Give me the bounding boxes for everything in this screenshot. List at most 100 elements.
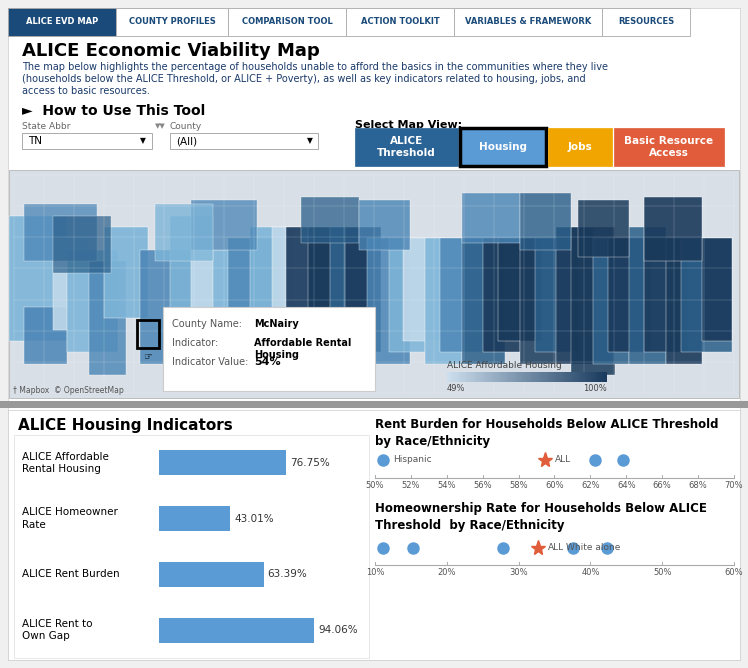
Text: ALICE Homeowner
Rate: ALICE Homeowner Rate [22,508,118,530]
Bar [0,401,748,408]
Bar [471,372,474,382]
Text: The map below highlights the percentage of households unable to afford the basic: The map below highlights the percentage … [22,62,608,72]
Bar [604,372,607,382]
Bar [466,372,469,382]
Text: ▼▼: ▼▼ [155,123,166,129]
Text: White alone: White alone [566,544,620,552]
Bar [543,372,546,382]
Bar [591,372,594,382]
Bar [594,372,597,382]
Bar [490,372,493,382]
Text: 76.75%: 76.75% [289,458,329,468]
Bar [454,8,602,36]
Bar [447,372,450,382]
Bar [570,372,573,382]
Text: County: County [170,122,202,131]
Text: † Mapbox  © OpenStreetMap: † Mapbox © OpenStreetMap [13,386,123,395]
Text: ☞: ☞ [144,352,152,362]
Text: Rent Burden for Households Below ALICE Threshold
by Race/Ethnicity: Rent Burden for Households Below ALICE T… [375,418,719,448]
Bar [580,372,583,382]
Text: 62%: 62% [581,481,600,490]
Text: 68%: 68% [689,481,708,490]
Text: 66%: 66% [653,481,672,490]
Text: RESOURCES: RESOURCES [618,17,674,27]
Bar [440,238,483,353]
Bar [535,238,578,353]
Text: 52%: 52% [402,481,420,490]
Bar [453,372,456,382]
Bar [213,250,257,375]
Bar [425,238,462,364]
Bar [359,200,411,250]
Bar [137,320,159,348]
Bar [602,8,690,36]
Bar [599,372,602,382]
Text: 54%: 54% [438,481,456,490]
Text: ▼: ▼ [140,136,146,146]
Bar [159,562,263,587]
Bar [681,238,732,353]
Bar [462,193,520,243]
Bar [9,170,739,398]
Text: 43.01%: 43.01% [234,514,274,524]
Text: Indicator:: Indicator: [172,338,218,348]
Bar [516,372,520,382]
Bar [702,238,732,341]
Bar [104,227,147,318]
Text: County Name:: County Name: [172,319,242,329]
Text: 58%: 58% [509,481,528,490]
Bar [578,200,630,257]
Bar [24,204,96,261]
Bar [527,372,530,382]
Text: ALICE Affordable
Rental Housing: ALICE Affordable Rental Housing [22,452,109,474]
Text: VARIABLES & FRAMEWORK: VARIABLES & FRAMEWORK [465,17,591,27]
Bar [509,372,512,382]
Bar [8,8,116,36]
Bar [159,618,314,643]
Bar [116,8,228,36]
Text: Housing: Housing [479,142,527,152]
Bar [389,238,425,353]
Bar [272,227,323,341]
Text: 49%: 49% [447,384,465,393]
Text: ALICE EVD MAP: ALICE EVD MAP [26,17,98,27]
Bar [524,372,527,382]
Bar [589,372,592,382]
Bar [572,372,575,382]
Bar [367,238,411,364]
Bar [159,506,230,531]
Text: 60%: 60% [545,481,564,490]
Bar [506,372,509,382]
Text: 50%: 50% [653,568,672,577]
Text: ALICE Rent to
Own Gap: ALICE Rent to Own Gap [22,619,93,641]
Bar [614,128,724,166]
Bar [514,372,517,382]
Bar [24,307,67,364]
Bar [53,238,89,329]
Bar [228,238,279,329]
Bar [607,238,652,353]
Bar [538,372,541,382]
Text: ALL: ALL [548,544,564,552]
Bar [476,372,479,382]
Bar [586,372,589,382]
Text: 20%: 20% [438,568,456,577]
Text: McNairy: McNairy [254,319,298,329]
Bar [492,372,495,382]
Bar [485,372,488,382]
Text: Hispanic: Hispanic [393,456,432,464]
Bar [530,372,533,382]
Bar [497,372,501,382]
Text: ALICE Economic Viability Map: ALICE Economic Viability Map [22,42,319,60]
Text: 56%: 56% [473,481,492,490]
Bar [250,227,294,364]
Text: TN: TN [28,136,42,146]
Bar [450,372,453,382]
Bar [9,216,67,341]
Bar [644,238,688,353]
Text: ALICE Rent Burden: ALICE Rent Burden [22,569,120,579]
Bar [500,372,503,382]
Bar [557,372,560,382]
Text: 100%: 100% [583,384,607,393]
Text: Basic Resource
Access: Basic Resource Access [625,136,714,158]
